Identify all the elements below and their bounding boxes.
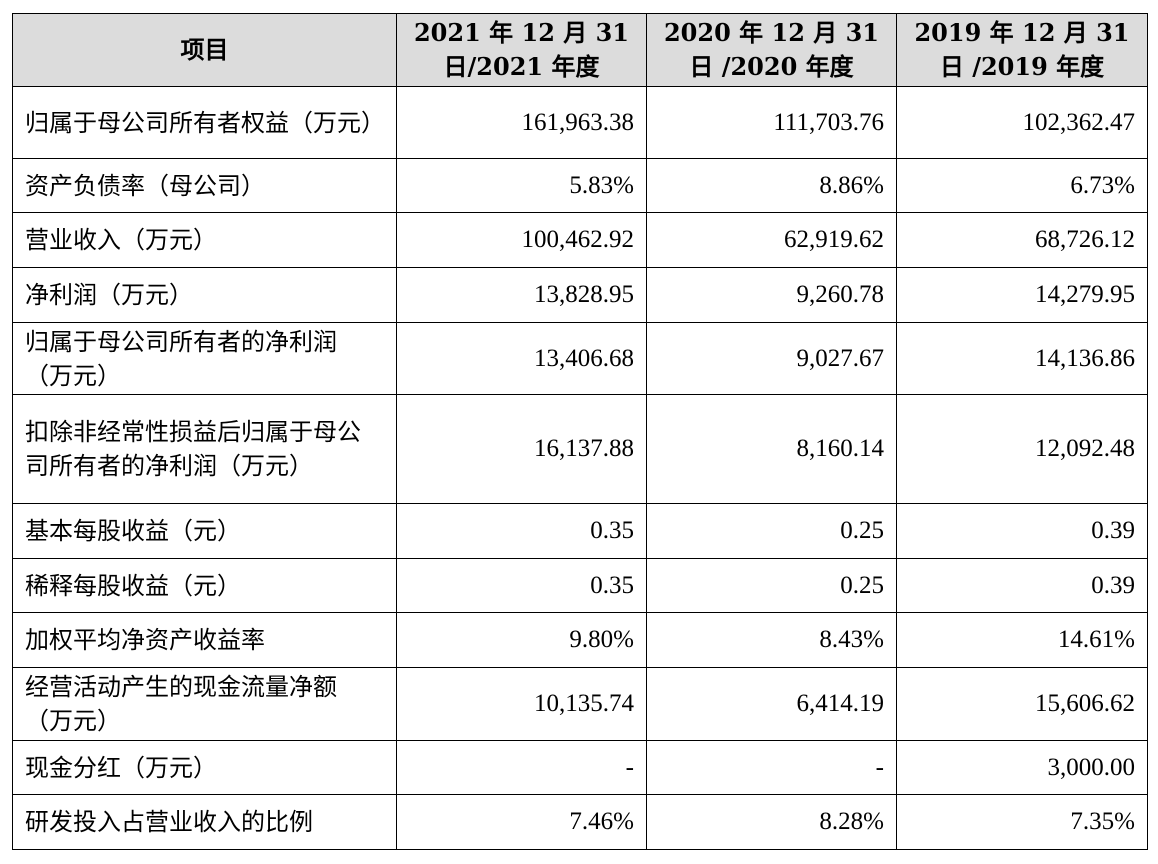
table-row: 现金分红（万元） - - 3,000.00 xyxy=(12,740,1148,795)
table-row: 归属于母公司所有者的净利润（万元） 13,406.68 9,027.67 14,… xyxy=(12,322,1148,395)
value-2020: 111,703.76 xyxy=(646,86,897,159)
value-2021: 13,828.95 xyxy=(396,267,647,323)
value-2019: 6.73% xyxy=(896,158,1148,213)
row-label: 归属于母公司所有者权益（万元） xyxy=(12,86,397,159)
value-2020: 9,027.67 xyxy=(646,322,897,395)
table-row: 加权平均净资产收益率 9.80% 8.43% 14.61% xyxy=(12,612,1148,668)
value-2021: 10,135.74 xyxy=(396,667,647,741)
value-2020: 8,160.14 xyxy=(646,394,897,504)
value-2019: 102,362.47 xyxy=(896,86,1148,159)
value-2020: 8.86% xyxy=(646,158,897,213)
value-2020: 62,919.62 xyxy=(646,212,897,268)
value-2020: 8.28% xyxy=(646,794,897,850)
value-2019: 3,000.00 xyxy=(896,740,1148,795)
value-2021: 0.35 xyxy=(396,503,647,559)
value-2021: 9.80% xyxy=(396,612,647,668)
value-2021: 0.35 xyxy=(396,558,647,613)
row-label: 稀释每股收益（元） xyxy=(12,558,397,613)
row-label: 加权平均净资产收益率 xyxy=(12,612,397,668)
header-2021: 2021 年 12 月 31 日/2021 年度 xyxy=(396,13,647,87)
row-label: 研发投入占营业收入的比例 xyxy=(12,794,397,850)
row-label: 基本每股收益（元） xyxy=(12,503,397,559)
table-row: 经营活动产生的现金流量净额（万元） 10,135.74 6,414.19 15,… xyxy=(12,667,1148,741)
header-row: 项目 2021 年 12 月 31 日/2021 年度 2020 年 12 月 … xyxy=(12,13,1148,87)
value-2019: 7.35% xyxy=(896,794,1148,850)
value-2021: 100,462.92 xyxy=(396,212,647,268)
value-2021: 161,963.38 xyxy=(396,86,647,159)
value-2021: 5.83% xyxy=(396,158,647,213)
row-label: 营业收入（万元） xyxy=(12,212,397,268)
table-row: 扣除非经常性损益后归属于母公司所有者的净利润（万元） 16,137.88 8,1… xyxy=(12,394,1148,504)
table-row: 净利润（万元） 13,828.95 9,260.78 14,279.95 xyxy=(12,267,1148,323)
row-label: 现金分红（万元） xyxy=(12,740,397,795)
value-2021: 13,406.68 xyxy=(396,322,647,395)
row-label: 归属于母公司所有者的净利润（万元） xyxy=(12,322,397,395)
value-2019: 0.39 xyxy=(896,558,1148,613)
header-item: 项目 xyxy=(12,13,397,87)
row-label: 资产负债率（母公司） xyxy=(12,158,397,213)
financial-summary-table: 项目 2021 年 12 月 31 日/2021 年度 2020 年 12 月 … xyxy=(12,13,1148,850)
table-body: 归属于母公司所有者权益（万元） 161,963.38 111,703.76 10… xyxy=(12,86,1148,850)
table-row: 稀释每股收益（元） 0.35 0.25 0.39 xyxy=(12,558,1148,613)
header-2020: 2020 年 12 月 31 日 /2020 年度 xyxy=(646,13,897,87)
table-row: 资产负债率（母公司） 5.83% 8.86% 6.73% xyxy=(12,158,1148,213)
value-2019: 15,606.62 xyxy=(896,667,1148,741)
value-2019: 12,092.48 xyxy=(896,394,1148,504)
row-label: 经营活动产生的现金流量净额（万元） xyxy=(12,667,397,741)
value-2020: 6,414.19 xyxy=(646,667,897,741)
value-2021: - xyxy=(396,740,647,795)
value-2021: 7.46% xyxy=(396,794,647,850)
value-2020: - xyxy=(646,740,897,795)
row-label: 扣除非经常性损益后归属于母公司所有者的净利润（万元） xyxy=(12,394,397,504)
table-row: 归属于母公司所有者权益（万元） 161,963.38 111,703.76 10… xyxy=(12,86,1148,159)
value-2019: 68,726.12 xyxy=(896,212,1148,268)
value-2019: 14,136.86 xyxy=(896,322,1148,395)
table-row: 基本每股收益（元） 0.35 0.25 0.39 xyxy=(12,503,1148,559)
table-row: 营业收入（万元） 100,462.92 62,919.62 68,726.12 xyxy=(12,212,1148,268)
value-2020: 0.25 xyxy=(646,503,897,559)
value-2020: 8.43% xyxy=(646,612,897,668)
table-header: 项目 2021 年 12 月 31 日/2021 年度 2020 年 12 月 … xyxy=(12,13,1148,87)
value-2021: 16,137.88 xyxy=(396,394,647,504)
header-2019: 2019 年 12 月 31 日 /2019 年度 xyxy=(896,13,1148,87)
value-2020: 0.25 xyxy=(646,558,897,613)
value-2020: 9,260.78 xyxy=(646,267,897,323)
value-2019: 14.61% xyxy=(896,612,1148,668)
value-2019: 14,279.95 xyxy=(896,267,1148,323)
value-2019: 0.39 xyxy=(896,503,1148,559)
row-label: 净利润（万元） xyxy=(12,267,397,323)
table-row: 研发投入占营业收入的比例 7.46% 8.28% 7.35% xyxy=(12,794,1148,850)
